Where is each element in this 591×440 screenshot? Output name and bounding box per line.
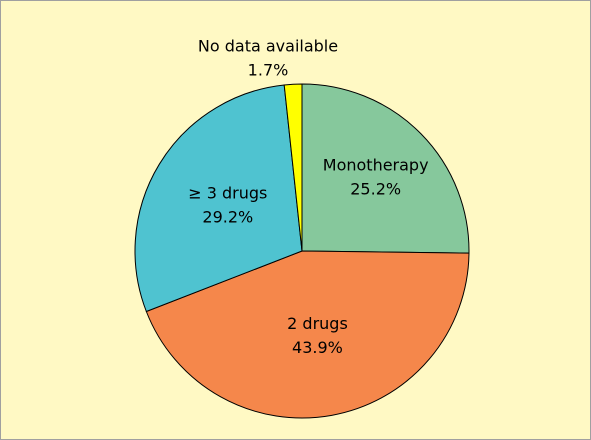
slice-value-label: 29.2% bbox=[202, 207, 253, 226]
slice-label: 2 drugs bbox=[287, 314, 348, 333]
pie-slice bbox=[145, 250, 470, 419]
pie-slice bbox=[283, 83, 303, 252]
slice-label: No data available bbox=[198, 37, 338, 56]
slice-label: Monotherapy bbox=[323, 156, 429, 175]
slice-value-label: 1.7% bbox=[248, 61, 289, 80]
slice-label: ≥ 3 drugs bbox=[188, 183, 267, 202]
slice-value-label: 25.2% bbox=[350, 180, 401, 199]
slice-value-label: 43.9% bbox=[292, 338, 343, 357]
pie-slice bbox=[301, 83, 470, 254]
pie-slice bbox=[134, 84, 303, 313]
